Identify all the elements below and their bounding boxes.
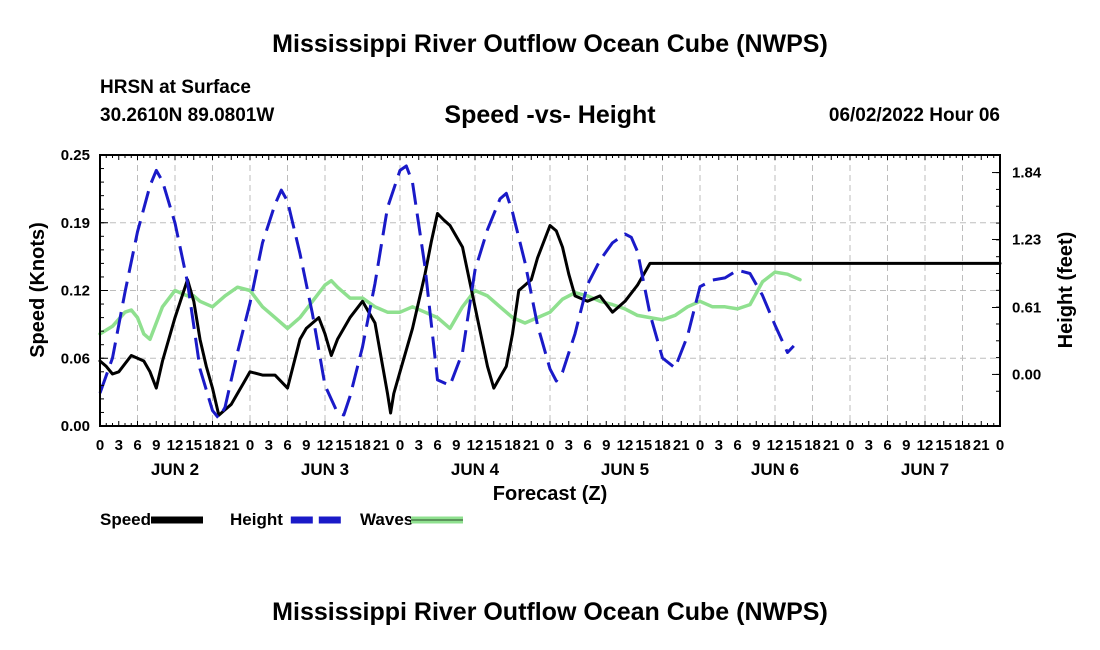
x-tick-label: 18 bbox=[654, 437, 671, 454]
x-tick-label: 18 bbox=[804, 437, 821, 454]
x-tick-label: 12 bbox=[167, 437, 184, 454]
x-tick-label: 15 bbox=[185, 437, 202, 454]
x-tick-label: 21 bbox=[523, 437, 540, 454]
y-tick-label: 0.25 bbox=[61, 147, 90, 164]
x-tick-label: 0 bbox=[996, 437, 1004, 454]
x-tick-label: 6 bbox=[433, 437, 441, 454]
x-tick-label: 3 bbox=[415, 437, 423, 454]
day-label: JUN 3 bbox=[301, 460, 349, 479]
x-tick-label: 9 bbox=[452, 437, 460, 454]
x-tick-label: 9 bbox=[902, 437, 910, 454]
x-tick-label: 9 bbox=[302, 437, 310, 454]
x-tick-label: 3 bbox=[265, 437, 273, 454]
speed-height-chart: 0 3 6 9 12 15 18 21 0 3 6 9 12 15 18 21 0 3 6 9 12 15 18 21 0 3 6 9… bbox=[27, 147, 1077, 529]
footer-title: Mississippi River Outflow Ocean Cube (NW… bbox=[272, 598, 828, 626]
x-tick-label: 12 bbox=[767, 437, 784, 454]
x-tick-label: 15 bbox=[785, 437, 802, 454]
y2-tick-label: 1.23 bbox=[1012, 231, 1041, 248]
station-name: HRSN at Surface bbox=[100, 77, 251, 98]
x-tick-label: 18 bbox=[504, 437, 521, 454]
x-tick-label: 12 bbox=[917, 437, 934, 454]
x-tick-label: 6 bbox=[283, 437, 291, 454]
legend-label-waves: Waves bbox=[360, 510, 413, 529]
chart-subtitle: Speed -vs- Height bbox=[444, 101, 656, 129]
chart-labels: Speed (Knots) Height (feet) Forecast (Z) bbox=[27, 222, 1077, 505]
chart-date: 06/02/2022 Hour 06 bbox=[828, 105, 1000, 126]
x-tick-label: 21 bbox=[223, 437, 240, 454]
x-tick-label: 15 bbox=[485, 437, 502, 454]
x-tick-label: 0 bbox=[396, 437, 404, 454]
x-tick-label: 18 bbox=[954, 437, 971, 454]
x-tick-label: 9 bbox=[152, 437, 160, 454]
x-tick-label: 12 bbox=[317, 437, 334, 454]
legend-label-speed: Speed bbox=[100, 510, 151, 529]
x-tick-label: 9 bbox=[752, 437, 760, 454]
x-tick-label: 3 bbox=[115, 437, 123, 454]
day-label: JUN 5 bbox=[601, 460, 649, 479]
main-title: Mississippi River Outflow Ocean Cube (NW… bbox=[272, 30, 828, 58]
day-label: JUN 4 bbox=[451, 460, 500, 479]
x-tick-label: 21 bbox=[973, 437, 990, 454]
x-tick-label: 0 bbox=[846, 437, 854, 454]
y2-tick-label: 0.61 bbox=[1012, 300, 1041, 317]
x-tick-label: 3 bbox=[715, 437, 723, 454]
day-label: JUN 6 bbox=[751, 460, 799, 479]
x-tick-label: 6 bbox=[133, 437, 141, 454]
x-tick-label: 12 bbox=[617, 437, 634, 454]
series-speed-line bbox=[98, 212, 1002, 417]
y-tick-label: 0.19 bbox=[61, 215, 90, 232]
y-tick-label: 0.12 bbox=[61, 283, 90, 300]
x-tick-label: 0 bbox=[246, 437, 254, 454]
y-tick-label: 0.06 bbox=[61, 350, 90, 367]
x-tick-label: 3 bbox=[565, 437, 573, 454]
x-tick-label: 0 bbox=[696, 437, 704, 454]
x-tick-label: 21 bbox=[673, 437, 690, 454]
x-tick-label: 3 bbox=[865, 437, 873, 454]
y-tick-label: 0.00 bbox=[61, 418, 90, 435]
x-tick-label: 6 bbox=[883, 437, 891, 454]
day-label: JUN 2 bbox=[151, 460, 199, 479]
x-tick-label: 15 bbox=[935, 437, 952, 454]
series-waves-line bbox=[98, 270, 802, 342]
day-label: JUN 7 bbox=[901, 460, 949, 479]
chart-legend: Speed Height Waves bbox=[100, 510, 463, 529]
station-coords: 30.2610N 89.0801W bbox=[100, 105, 275, 126]
chart-series bbox=[98, 164, 1002, 420]
x-tick-label: 0 bbox=[546, 437, 554, 454]
x-tick-label: 9 bbox=[602, 437, 610, 454]
x-tick-label: 15 bbox=[635, 437, 652, 454]
chart-axes: 0 3 6 9 12 15 18 21 0 3 6 9 12 15 18 21 0 3 6 9 12 15 18 21 0 3 6 9… bbox=[61, 147, 1042, 479]
series-height-line bbox=[98, 164, 795, 420]
x-tick-label: 21 bbox=[823, 437, 840, 454]
x-axis-title: Forecast (Z) bbox=[493, 483, 607, 505]
x-tick-label: 0 bbox=[96, 437, 104, 454]
x-tick-label: 12 bbox=[467, 437, 484, 454]
x-tick-label: 18 bbox=[204, 437, 221, 454]
y2-axis-title: Height (feet) bbox=[1055, 232, 1077, 349]
y-axis-title: Speed (Knots) bbox=[27, 222, 49, 358]
x-tick-label: 21 bbox=[373, 437, 390, 454]
legend-label-height: Height bbox=[230, 510, 283, 529]
x-tick-label: 6 bbox=[733, 437, 741, 454]
x-tick-label: 18 bbox=[354, 437, 371, 454]
x-tick-label: 6 bbox=[583, 437, 591, 454]
y2-tick-label: 0.00 bbox=[1012, 366, 1041, 383]
x-tick-label: 15 bbox=[335, 437, 352, 454]
y2-tick-label: 1.84 bbox=[1012, 165, 1042, 182]
